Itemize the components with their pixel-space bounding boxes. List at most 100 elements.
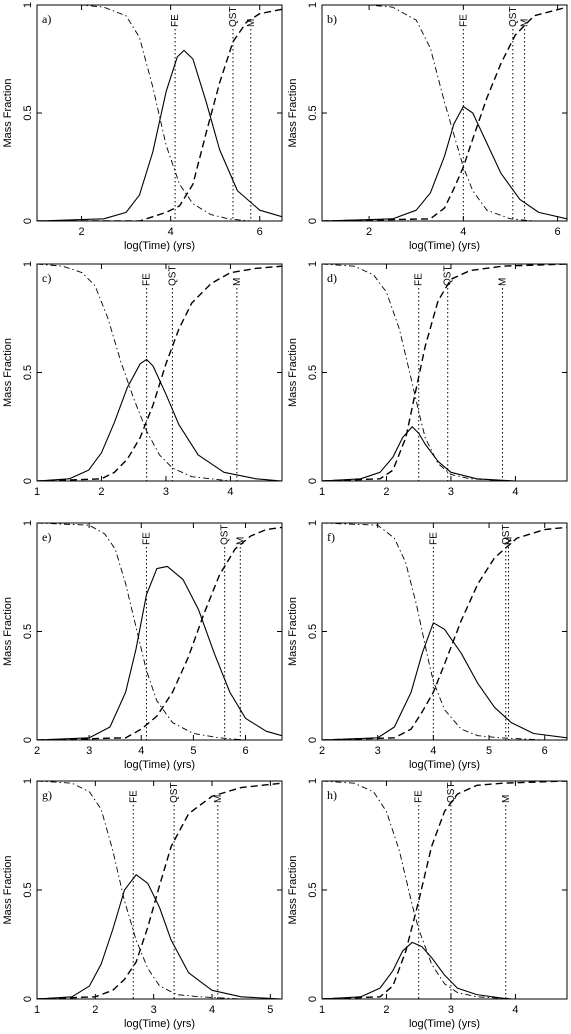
y-axis-title: Mass Fraction [2,597,14,666]
series-dashdot-line [37,264,282,481]
marker-label-fe: FE [458,14,469,27]
series-solid-line [37,565,282,740]
series-solid-line [322,941,567,999]
marker-label-fe: FE [170,14,181,27]
marker-label-fe: FE [128,790,139,803]
panel-g: 1 2 3 4 5 0 0.5 1 Mass Fraction log(Time) (yrs) FE… [2,778,283,1030]
y-tick-label: 0 [22,218,34,224]
panel-h: 1 2 3 4 0 0.5 1 Mass Fraction log(Time) (yrs) FE Q… [287,778,568,1030]
series-dashed-line [322,781,567,999]
y-tick-label: 0 [307,478,319,484]
series-dashdot-line [322,523,567,740]
y-axis-title: Mass Fraction [2,78,14,147]
marker-label-qst: QST [228,6,239,27]
series-solid-line [37,358,282,481]
x-tick-label: 1 [319,486,325,498]
y-tick-label: 0.5 [22,882,34,897]
y-tick-label: 1 [22,520,34,526]
x-tick-label: 2 [383,1004,389,1016]
x-tick-label: 2 [383,486,389,498]
y-tick-label: 0.5 [307,105,319,120]
series-solid-line [322,622,567,740]
x-tick-label: 2 [366,226,372,238]
y-tick-label: 0 [307,218,319,224]
y-axis-title: Mass Fraction [287,78,299,147]
x-tick-label: 3 [448,1004,454,1016]
x-tick-label: 5 [267,1004,273,1016]
y-tick-label: 0.5 [22,365,34,380]
marker-label-m: M [246,19,257,27]
marker-label-qst: QST [446,782,457,803]
panel-e: 2 3 4 5 6 0 0.5 1 Mass Fraction log(Time) (yrs) FE… [2,520,283,771]
series-dashed-line [322,526,567,740]
marker-label-m: M [501,795,512,803]
series-dashed-line [37,265,282,481]
marker-label-fe: FE [414,790,425,803]
y-tick-label: 0.5 [307,624,319,639]
plot-frame [36,4,283,222]
marker-label-qst: QST [508,6,519,27]
x-axis-title: log(Time) (yrs) [409,759,480,771]
y-tick-label: 1 [307,261,319,267]
plot-frame [321,522,568,741]
y-tick-label: 0 [22,996,34,1002]
series-dashed-line [37,526,282,740]
y-tick-label: 0.5 [307,365,319,380]
x-tick-label: 4 [227,486,233,498]
panel-b: 2 4 6 0 0.5 1 Mass Fraction log(Time) (yrs) FE QS… [287,2,568,252]
x-tick-label: 4 [168,226,174,238]
x-tick-label: 2 [319,745,325,757]
marker-label-qst: QST [220,524,231,545]
y-tick-label: 1 [307,778,319,784]
y-axis-title: Mass Fraction [2,338,14,407]
plot-frame [321,780,568,1000]
y-tick-label: 1 [22,261,34,267]
marker-label-m: M [504,537,515,545]
marker-label-qst: QST [443,265,454,286]
x-tick-label: 2 [78,226,84,238]
x-tick-label: 5 [486,745,492,757]
marker-label-m: M [498,278,509,286]
x-tick-label: 6 [257,226,263,238]
marker-label-m: M [520,19,531,27]
x-tick-label: 6 [555,226,561,238]
x-tick-label: 6 [242,745,248,757]
panel-label: b) [327,12,337,26]
marker-label-fe: FE [428,532,439,545]
x-tick-label: 3 [163,486,169,498]
plot-frame [36,780,283,1000]
panel-label: e) [42,530,51,544]
panel-f: 2 3 4 5 6 0 0.5 1 Mass Fraction log(Time) (yrs) FE… [287,520,568,771]
x-tick-label: 1 [34,1004,40,1016]
x-tick-label: 4 [209,1004,215,1016]
y-tick-label: 0 [22,737,34,743]
series-dashed-line [37,782,282,999]
y-tick-label: 0.5 [22,624,34,639]
x-tick-label: 5 [190,745,196,757]
x-tick-label: 4 [138,745,144,757]
series-dashdot-line [322,781,567,999]
series-dashdot-line [37,523,282,740]
series-dashdot-line [37,5,282,221]
series-solid-line [322,105,567,221]
y-tick-label: 1 [22,778,34,784]
plot-frame [36,263,283,482]
x-tick-label: 4 [512,486,518,498]
marker-label-m: M [232,278,243,286]
x-axis-title: log(Time) (yrs) [124,240,195,252]
marker-label-qst: QST [167,265,178,286]
x-tick-label: 3 [375,745,381,757]
x-tick-label: 4 [512,1004,518,1016]
y-tick-label: 1 [22,2,34,8]
panel-label: g) [42,788,52,802]
panel-label: h) [327,788,337,802]
y-axis-title: Mass Fraction [287,597,299,666]
x-tick-label: 4 [460,226,466,238]
series-dashed-line [322,264,567,481]
series-solid-line [322,426,567,481]
y-tick-label: 0.5 [307,882,319,897]
plot-frame [36,522,283,741]
x-tick-label: 3 [448,486,454,498]
plot-frame [321,263,568,482]
